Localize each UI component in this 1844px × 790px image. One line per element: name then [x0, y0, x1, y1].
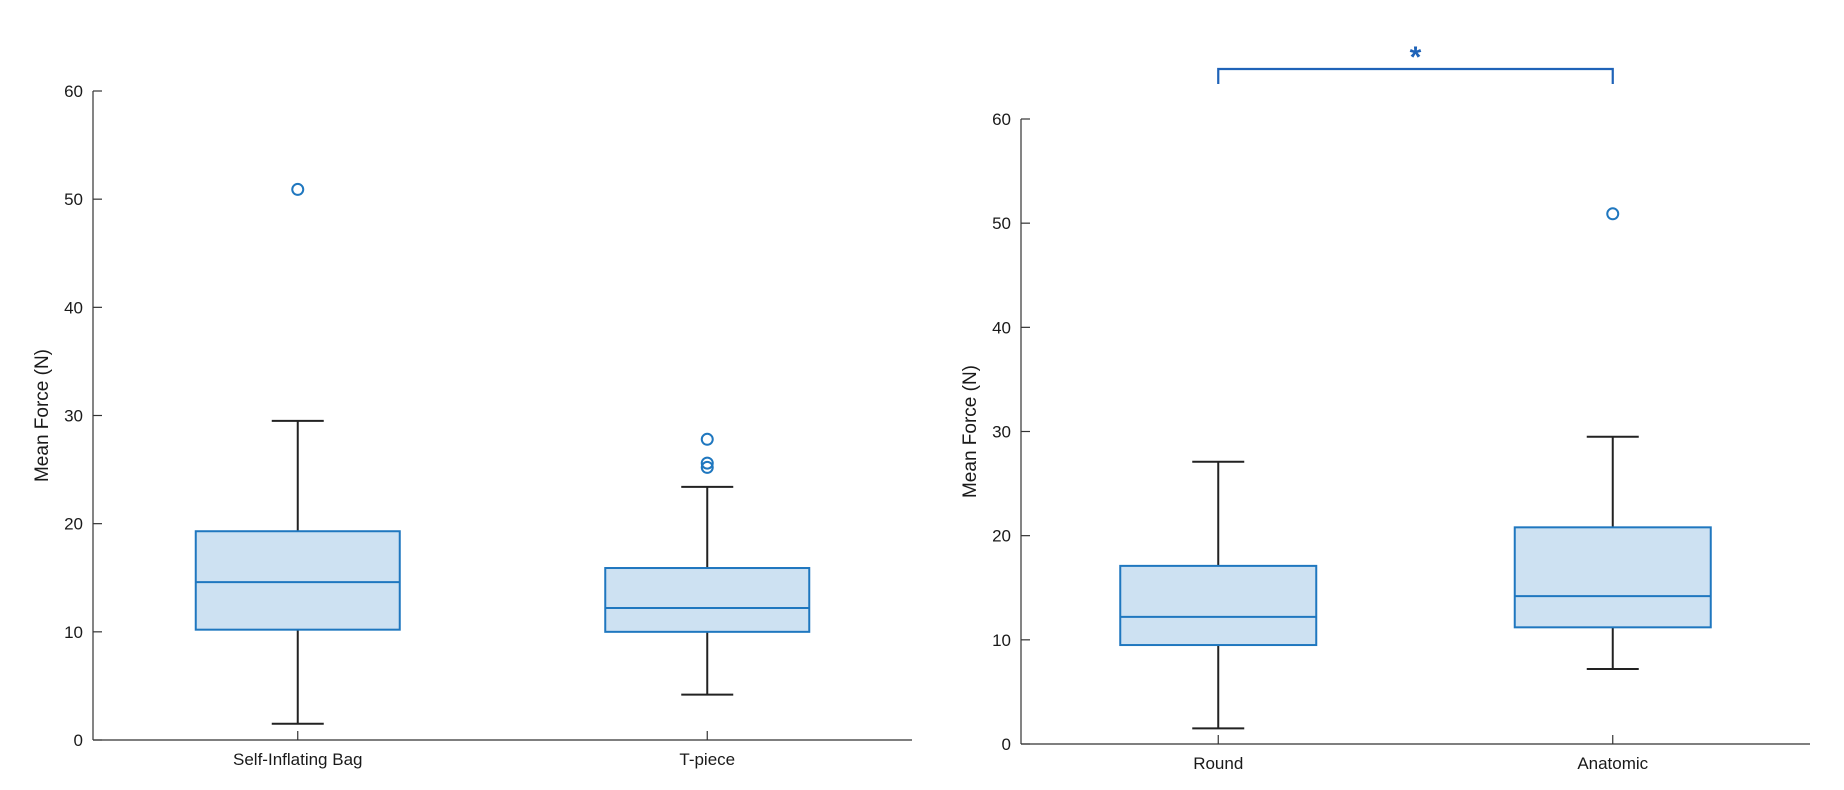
outlier-point — [700, 460, 714, 474]
significance-bracket — [1217, 67, 1614, 84]
box-group-0 — [1119, 460, 1318, 730]
outlier-point — [700, 432, 714, 446]
iqr-box — [194, 530, 401, 631]
y-tick-label: 10 — [992, 631, 1011, 650]
box-group-1 — [604, 432, 811, 696]
y-tick-label: 40 — [992, 318, 1011, 337]
y-tick-label: 0 — [74, 731, 83, 750]
y-axis-title: Mean Force (N) — [960, 365, 981, 498]
left-panel: 0 10 20 30 40 50 60 Mean Force (N) Self-Inflatin… — [32, 82, 912, 769]
outlier-point — [700, 456, 714, 470]
y-tick-label: 50 — [64, 190, 83, 209]
x-tick-label: T-piece — [679, 750, 735, 769]
box-group-1 — [1513, 207, 1712, 670]
y-tick-label: 0 — [1002, 735, 1011, 754]
significance-asterisk: * — [1410, 41, 1422, 74]
y-tick-label: 60 — [992, 110, 1011, 129]
y-tick-label: 60 — [64, 82, 83, 101]
y-tick-label: 20 — [64, 515, 83, 534]
y-tick-label: 40 — [64, 298, 83, 317]
x-tick-label: Round — [1193, 754, 1243, 773]
outlier-point — [291, 182, 305, 196]
iqr-box — [1119, 564, 1318, 647]
outlier-point — [1606, 207, 1620, 221]
x-tick-label: Anatomic — [1577, 754, 1648, 773]
box-group-0 — [194, 182, 401, 725]
iqr-box — [1513, 526, 1712, 629]
y-tick-label: 30 — [992, 423, 1011, 442]
y-tick-label: 20 — [992, 527, 1011, 546]
y-tick-label: 10 — [64, 623, 83, 642]
y-tick-label: 50 — [992, 214, 1011, 233]
x-tick-label: Self-Inflating Bag — [233, 750, 362, 769]
y-tick-label: 30 — [64, 407, 83, 426]
y-axis-title: Mean Force (N) — [32, 349, 53, 482]
iqr-box — [604, 567, 811, 633]
right-panel: 0 10 20 30 40 50 60 Mean Force (N) Round Anatomic… — [960, 41, 1810, 773]
